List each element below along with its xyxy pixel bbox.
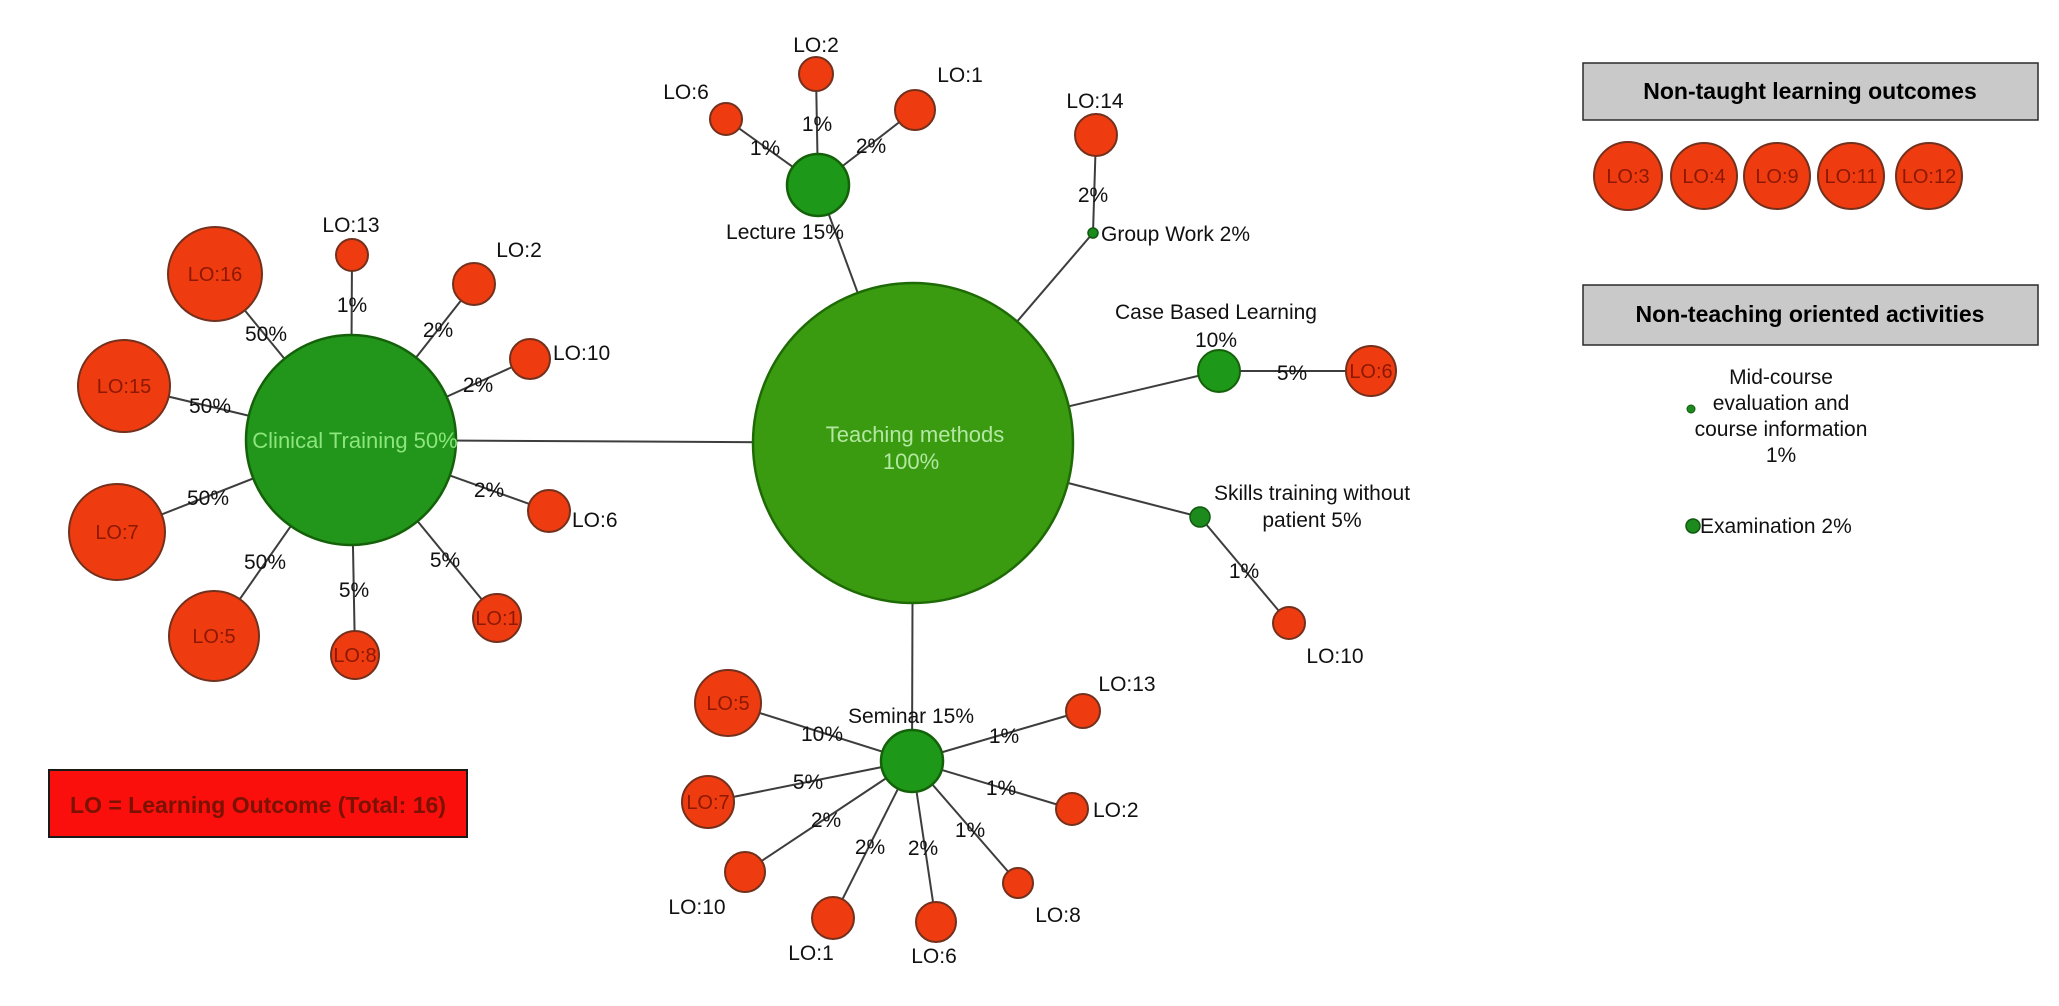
svg-text:Mid-course: Mid-course (1729, 366, 1833, 389)
svg-text:2%: 2% (463, 374, 493, 397)
svg-text:5%: 5% (793, 771, 823, 794)
svg-text:Clinical Training 50%: Clinical Training 50% (252, 428, 457, 453)
svg-text:Teaching methods: Teaching methods (826, 422, 1005, 447)
svg-text:10%: 10% (1195, 329, 1237, 352)
svg-text:LO:2: LO:2 (793, 34, 839, 57)
svg-text:1%: 1% (1766, 444, 1796, 467)
svg-text:2%: 2% (1078, 184, 1108, 207)
svg-text:LO:7: LO:7 (686, 792, 729, 814)
svg-text:5%: 5% (1277, 362, 1307, 385)
svg-text:LO:6: LO:6 (911, 945, 957, 968)
svg-text:2%: 2% (811, 809, 841, 832)
svg-text:LO:2: LO:2 (496, 239, 542, 262)
svg-text:Skills training without: Skills training without (1214, 482, 1410, 505)
svg-text:5%: 5% (430, 549, 460, 572)
svg-text:Case Based Learning: Case Based Learning (1115, 301, 1317, 324)
svg-text:LO:3: LO:3 (1606, 166, 1649, 188)
svg-text:1%: 1% (1229, 560, 1259, 583)
svg-text:LO:6: LO:6 (572, 509, 618, 532)
svg-text:50%: 50% (187, 487, 229, 510)
svg-text:evaluation and: evaluation and (1713, 392, 1850, 415)
svg-text:LO:14: LO:14 (1066, 90, 1124, 113)
svg-text:50%: 50% (245, 323, 287, 346)
svg-text:Examination 2%: Examination 2% (1700, 515, 1852, 538)
svg-text:LO:5: LO:5 (192, 626, 235, 648)
svg-text:LO:4: LO:4 (1682, 166, 1725, 188)
svg-text:LO:6: LO:6 (1349, 361, 1392, 383)
svg-text:10%: 10% (801, 723, 843, 746)
svg-text:Non-teaching oriented activiti: Non-teaching oriented activities (1636, 301, 1985, 327)
svg-text:Group Work 2%: Group Work 2% (1101, 223, 1250, 246)
svg-text:2%: 2% (856, 135, 886, 158)
svg-text:LO:6: LO:6 (663, 81, 709, 104)
svg-text:50%: 50% (244, 551, 286, 574)
svg-text:LO:10: LO:10 (668, 896, 725, 919)
svg-text:LO:15: LO:15 (97, 376, 151, 398)
svg-text:2%: 2% (908, 837, 938, 860)
svg-text:LO:8: LO:8 (333, 645, 376, 667)
svg-text:LO:9: LO:9 (1755, 166, 1798, 188)
svg-text:LO:1: LO:1 (937, 64, 983, 87)
svg-text:2%: 2% (855, 836, 885, 859)
svg-text:Lecture 15%: Lecture 15% (726, 221, 844, 244)
svg-text:1%: 1% (955, 819, 985, 842)
svg-text:1%: 1% (337, 294, 367, 317)
svg-text:LO:8: LO:8 (1035, 904, 1081, 927)
svg-text:LO:10: LO:10 (553, 342, 610, 365)
svg-text:patient 5%: patient 5% (1262, 509, 1361, 532)
svg-text:LO:1: LO:1 (475, 608, 518, 630)
svg-text:course information: course information (1695, 418, 1868, 441)
svg-text:100%: 100% (883, 449, 939, 474)
svg-text:LO:5: LO:5 (706, 693, 749, 715)
svg-text:LO:10: LO:10 (1306, 645, 1363, 668)
svg-text:5%: 5% (339, 579, 369, 602)
svg-text:1%: 1% (802, 113, 832, 136)
svg-text:LO:12: LO:12 (1902, 166, 1956, 188)
svg-text:2%: 2% (474, 479, 504, 502)
svg-text:LO:2: LO:2 (1093, 799, 1139, 822)
svg-text:LO:13: LO:13 (1098, 673, 1155, 696)
svg-text:LO:16: LO:16 (188, 264, 242, 286)
svg-text:1%: 1% (989, 725, 1019, 748)
svg-text:50%: 50% (189, 395, 231, 418)
svg-text:1%: 1% (986, 777, 1016, 800)
svg-text:Seminar 15%: Seminar 15% (848, 705, 974, 728)
svg-text:LO = Learning Outcome (Total:: LO = Learning Outcome (Total: 16) (70, 792, 446, 818)
svg-text:Non-taught learning outcomes: Non-taught learning outcomes (1643, 78, 1977, 104)
svg-text:2%: 2% (423, 319, 453, 342)
svg-text:LO:11: LO:11 (1825, 166, 1878, 188)
svg-text:LO:13: LO:13 (322, 214, 379, 237)
svg-text:1%: 1% (750, 137, 780, 160)
svg-text:LO:1: LO:1 (788, 942, 834, 965)
svg-text:LO:7: LO:7 (95, 522, 138, 544)
